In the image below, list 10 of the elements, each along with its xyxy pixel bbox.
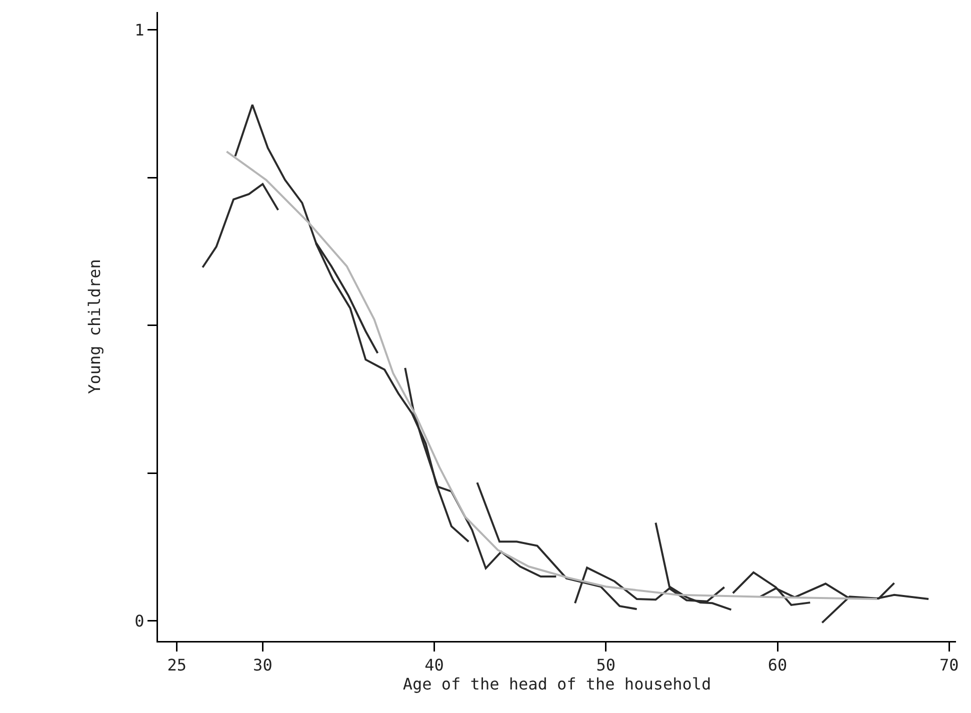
- x-tick-label: 40: [424, 656, 444, 675]
- x-tick-label: 25: [167, 656, 187, 675]
- y-tick-label: 1: [134, 20, 144, 40]
- x-tick-label: 60: [768, 656, 788, 675]
- y-tick-label: 0: [134, 612, 144, 630]
- x-tick-label: 70: [940, 656, 959, 675]
- y-axis-title: Young children: [84, 259, 104, 394]
- x-tick-label: 50: [596, 656, 616, 675]
- x-axis-title: Age of the head of the household: [402, 674, 712, 694]
- x-tick-label: 30: [253, 656, 272, 675]
